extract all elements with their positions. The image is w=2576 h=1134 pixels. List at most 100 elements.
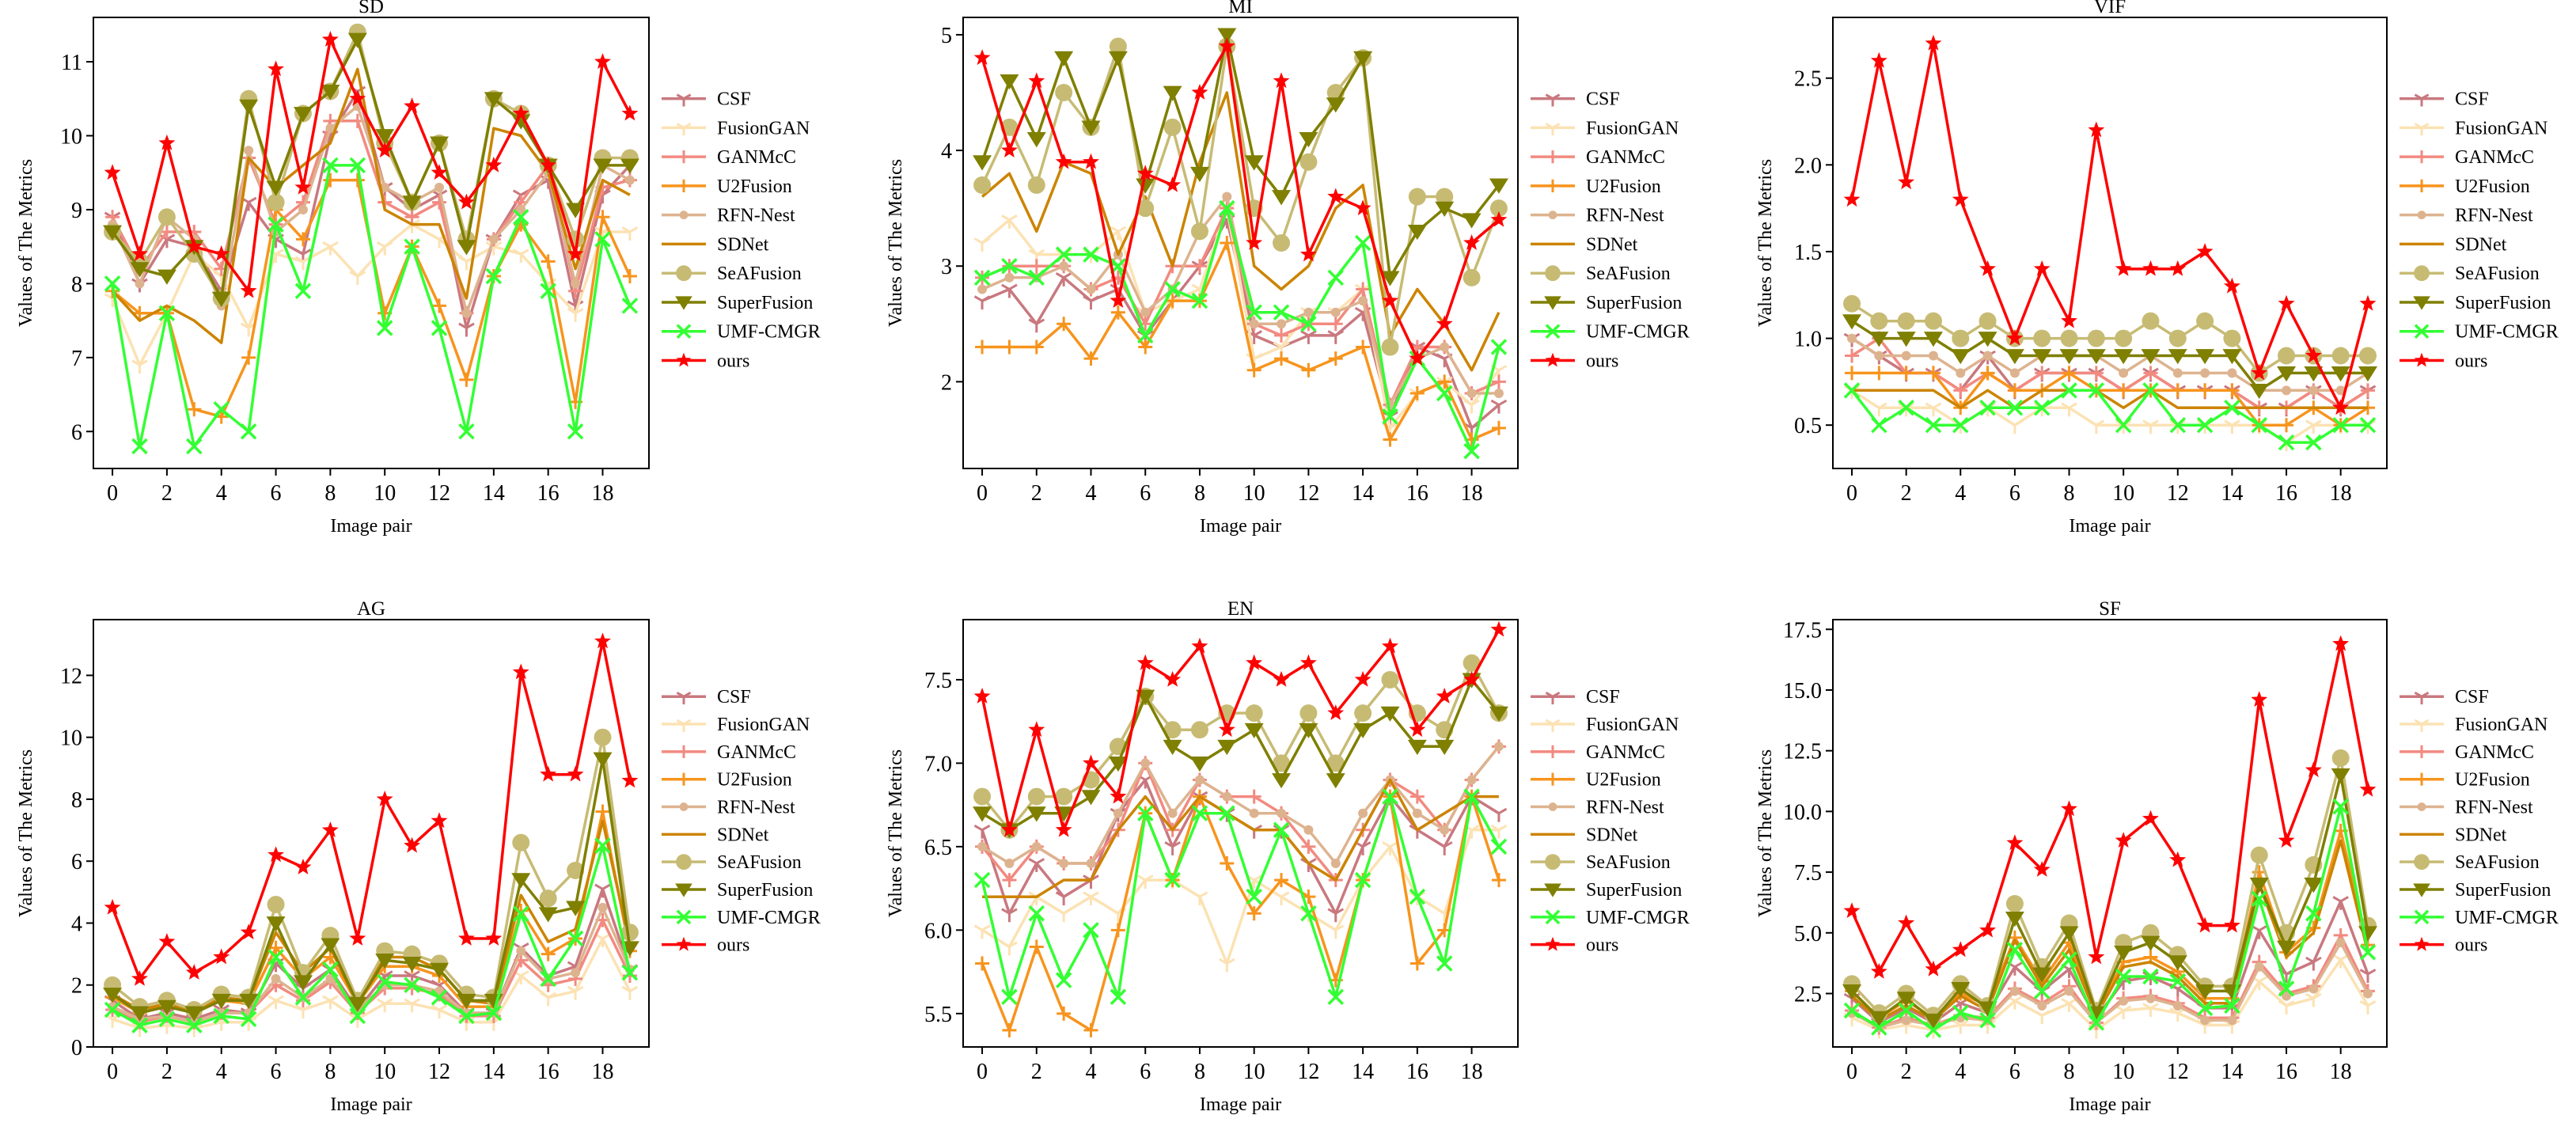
- legend-item-ganmcc: GANMcC: [2400, 742, 2534, 763]
- marker: [458, 1007, 475, 1025]
- x-axis-label: Image pair: [330, 516, 412, 537]
- legend-item-csf: CSF: [1531, 89, 1620, 110]
- x-tick-label: 10: [374, 481, 396, 506]
- legend-item-umf-cmgr: UMF-CMGR: [2400, 908, 2559, 928]
- marker: [567, 985, 584, 1000]
- chart-panel-sf: 0 2 4 6 8 10 12 14 16 18 2.5 5.0 7.5 10.0 12.5 15.0 17.5…: [1755, 598, 2559, 1115]
- legend-item-umf-cmgr: UMF-CMGR: [1531, 322, 1690, 343]
- marker: [271, 973, 281, 984]
- marker: [2335, 385, 2346, 396]
- legend-item-ganmcc: GANMcC: [1531, 147, 1665, 168]
- marker: [1219, 199, 1235, 217]
- marker: [267, 60, 284, 77]
- x-axis-label: Image pair: [2069, 516, 2150, 537]
- marker: [1164, 176, 1182, 192]
- marker: [1028, 318, 1045, 333]
- marker: [402, 956, 422, 973]
- marker: [1273, 821, 1290, 839]
- y-tick-label: 2.5: [1794, 67, 1822, 92]
- marker: [1381, 670, 1399, 688]
- marker: [1896, 332, 1916, 347]
- marker: [541, 254, 556, 269]
- marker: [2249, 878, 2269, 893]
- marker: [2331, 347, 2350, 365]
- marker: [457, 993, 476, 1010]
- marker: [679, 210, 689, 220]
- marker: [457, 240, 476, 256]
- marker: [2222, 349, 2242, 365]
- marker: [1246, 888, 1262, 905]
- marker: [1326, 773, 1345, 789]
- marker: [1440, 825, 1450, 835]
- marker: [1246, 362, 1261, 377]
- marker: [2116, 383, 2131, 398]
- x-tick-label: 18: [2330, 481, 2352, 506]
- marker: [431, 320, 448, 336]
- marker: [2006, 834, 2024, 851]
- marker: [130, 262, 150, 278]
- marker: [1002, 339, 1017, 355]
- chart-panel-sd: 0 2 4 6 8 10 12 14 16 18 6 7 8 9 10 11 SD Image pair Value…: [16, 0, 821, 537]
- marker: [1407, 224, 1427, 241]
- y-axis-label: Values of The Metrics: [1755, 159, 1776, 327]
- marker: [2200, 368, 2210, 378]
- x-tick-label: 12: [428, 1060, 450, 1084]
- marker: [1380, 706, 1400, 722]
- marker: [404, 210, 419, 225]
- marker: [2006, 419, 2024, 434]
- marker: [131, 1017, 148, 1033]
- x-tick-label: 14: [1352, 1060, 1374, 1084]
- marker: [676, 691, 692, 705]
- marker: [2359, 780, 2377, 797]
- legend-label: GANMcC: [1586, 147, 1665, 168]
- marker: [2277, 940, 2297, 957]
- marker: [676, 123, 692, 136]
- marker: [2414, 352, 2430, 367]
- marker: [431, 812, 448, 829]
- marker: [2168, 349, 2187, 365]
- marker: [1327, 908, 1345, 923]
- marker: [349, 1007, 366, 1025]
- legend-label: SuperFusion: [1586, 293, 1682, 313]
- series-ours: [104, 632, 639, 986]
- marker: [2142, 260, 2159, 276]
- marker: [2195, 984, 2215, 1000]
- marker: [103, 225, 123, 241]
- y-tick-label: 2.0: [1794, 154, 1822, 178]
- marker: [2142, 1003, 2159, 1017]
- marker: [516, 204, 526, 214]
- marker: [1273, 891, 1290, 906]
- marker: [1028, 72, 1045, 89]
- marker: [2062, 366, 2077, 381]
- marker: [1272, 773, 1292, 789]
- marker: [1463, 268, 1481, 286]
- marker: [2414, 909, 2430, 925]
- series-line: [1851, 958, 2369, 1032]
- marker: [1545, 854, 1561, 870]
- series-line: [982, 778, 1499, 898]
- marker: [2278, 347, 2296, 365]
- marker: [1978, 332, 1997, 347]
- y-tick-label: 6.5: [924, 836, 952, 860]
- marker: [211, 993, 231, 1010]
- marker: [2277, 366, 2297, 382]
- marker: [1491, 873, 1506, 888]
- marker: [458, 193, 475, 210]
- y-tick-label: 5.0: [1794, 922, 1822, 946]
- y-tick-label: 2: [941, 370, 952, 395]
- x-tick-label: 16: [2275, 1060, 2297, 1084]
- marker: [620, 158, 639, 174]
- legend-label: FusionGAN: [717, 118, 810, 138]
- marker: [485, 1004, 503, 1022]
- marker: [1299, 153, 1318, 171]
- marker: [1409, 789, 1425, 804]
- marker: [2415, 745, 2429, 758]
- x-tick-label: 2: [1901, 1060, 1912, 1084]
- marker: [1055, 84, 1073, 101]
- marker: [1842, 314, 1862, 330]
- marker: [567, 307, 584, 322]
- marker: [1466, 389, 1477, 398]
- marker: [1383, 432, 1398, 447]
- y-tick-label: 8: [71, 272, 82, 297]
- marker: [1330, 307, 1341, 317]
